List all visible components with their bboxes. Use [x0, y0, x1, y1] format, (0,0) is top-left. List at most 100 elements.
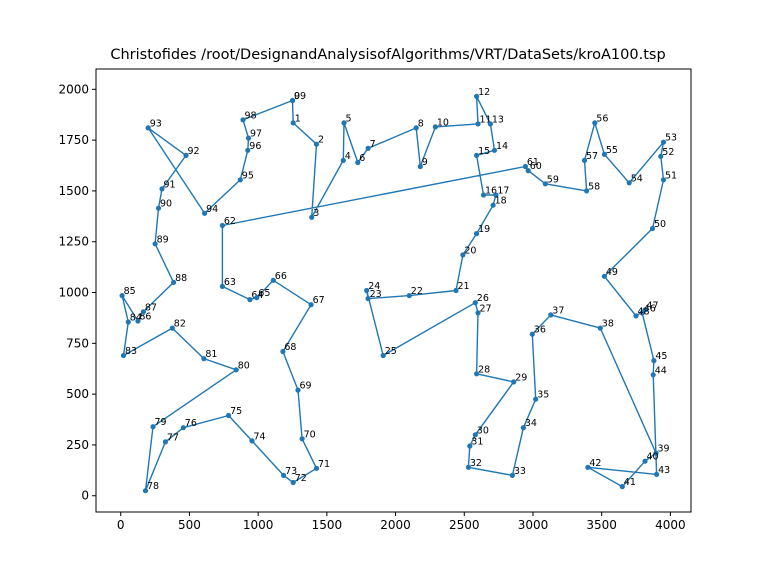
point-label-43: 43 — [658, 465, 670, 476]
y-tick-label-750: 750 — [66, 336, 89, 350]
point-label-50: 50 — [654, 219, 666, 230]
point-label-88: 88 — [175, 273, 187, 284]
point-36 — [529, 331, 535, 337]
x-tick-label-3000: 3000 — [518, 518, 549, 532]
y-tick-label-1500: 1500 — [58, 184, 89, 198]
point-label-25: 25 — [385, 346, 397, 357]
point-48 — [633, 313, 639, 319]
point-6 — [355, 159, 361, 166]
point-51 — [660, 177, 667, 183]
point-45 — [651, 358, 657, 364]
point-label-49: 49 — [606, 267, 618, 278]
point-25 — [380, 352, 386, 359]
point-18 — [490, 202, 496, 208]
point-label-99: 99 — [294, 91, 306, 102]
point-label-26: 26 — [477, 293, 489, 304]
point-label-45: 45 — [655, 351, 667, 362]
point-label-46: 46 — [644, 303, 656, 314]
x-tick-label-2000: 2000 — [380, 518, 411, 532]
y-tick-label-1250: 1250 — [58, 235, 89, 249]
point-55 — [601, 151, 608, 157]
point-50 — [649, 225, 656, 232]
point-17 — [493, 192, 499, 198]
point-label-62: 62 — [224, 216, 236, 227]
point-14 — [491, 147, 498, 153]
point-label-37: 37 — [552, 305, 564, 316]
point-label-1: 1 — [295, 113, 301, 124]
point-73 — [281, 472, 287, 478]
point-label-83: 83 — [125, 346, 137, 357]
point-28 — [474, 371, 480, 377]
point-label-31: 31 — [471, 437, 483, 448]
point-98 — [240, 117, 246, 123]
point-label-55: 55 — [606, 145, 618, 156]
point-91 — [159, 186, 165, 192]
point-label-42: 42 — [589, 458, 601, 469]
point-label-91: 91 — [164, 179, 176, 190]
point-label-5: 5 — [346, 113, 352, 124]
x-tick-label-500: 500 — [178, 518, 201, 532]
point-label-10: 10 — [437, 117, 449, 128]
point-label-58: 58 — [588, 181, 600, 192]
point-47 — [642, 307, 648, 313]
point-label-19: 19 — [478, 224, 490, 235]
point-label-81: 81 — [205, 349, 217, 360]
point-label-84: 84 — [130, 313, 142, 324]
point-78 — [142, 488, 149, 494]
point-1 — [290, 120, 296, 126]
point-93 — [145, 125, 151, 131]
point-23 — [365, 296, 371, 302]
point-label-6: 6 — [359, 153, 365, 164]
point-43 — [654, 471, 660, 477]
point-2 — [313, 141, 320, 147]
point-label-60: 60 — [530, 161, 542, 172]
point-96 — [245, 147, 251, 153]
point-12 — [474, 93, 480, 99]
point-label-69: 69 — [300, 381, 312, 392]
x-tick-label-4000: 4000 — [655, 518, 686, 532]
point-99 — [289, 97, 296, 104]
point-label-39: 39 — [658, 444, 670, 455]
point-label-87: 87 — [145, 302, 157, 313]
point-label-40: 40 — [647, 452, 659, 463]
point-67 — [308, 302, 314, 308]
point-39 — [653, 450, 659, 456]
point-87 — [140, 309, 146, 315]
point-label-2: 2 — [318, 135, 324, 146]
x-tick-label-1000: 1000 — [243, 518, 274, 532]
point-label-30: 30 — [477, 425, 489, 436]
point-label-61: 61 — [527, 157, 539, 168]
point-label-65: 65 — [258, 288, 270, 299]
point-label-28: 28 — [478, 364, 490, 375]
point-label-92: 92 — [188, 146, 200, 157]
point-27 — [475, 310, 481, 316]
point-label-89: 89 — [157, 234, 169, 245]
point-66 — [270, 277, 276, 283]
point-label-75: 75 — [230, 406, 242, 417]
point-label-22: 22 — [411, 286, 423, 297]
point-label-94: 94 — [206, 204, 218, 215]
point-label-95: 95 — [242, 170, 254, 181]
point-9 — [417, 163, 423, 170]
point-74 — [249, 438, 255, 444]
point-label-0: 0 — [294, 91, 300, 102]
point-59 — [542, 181, 548, 187]
point-label-11: 11 — [480, 114, 492, 125]
point-52 — [658, 153, 664, 159]
point-label-57: 57 — [586, 151, 598, 162]
point-24 — [364, 287, 370, 294]
point-label-79: 79 — [155, 417, 167, 428]
point-label-93: 93 — [150, 118, 162, 129]
point-label-41: 41 — [624, 477, 636, 488]
point-label-77: 77 — [167, 432, 179, 443]
point-label-36: 36 — [534, 325, 546, 336]
point-92 — [183, 152, 189, 158]
tour-line — [121, 95, 665, 492]
point-label-97: 97 — [250, 129, 262, 140]
point-label-24: 24 — [368, 281, 380, 292]
axes-frame — [95, 68, 692, 513]
point-4 — [340, 157, 346, 163]
point-10 — [432, 124, 438, 130]
